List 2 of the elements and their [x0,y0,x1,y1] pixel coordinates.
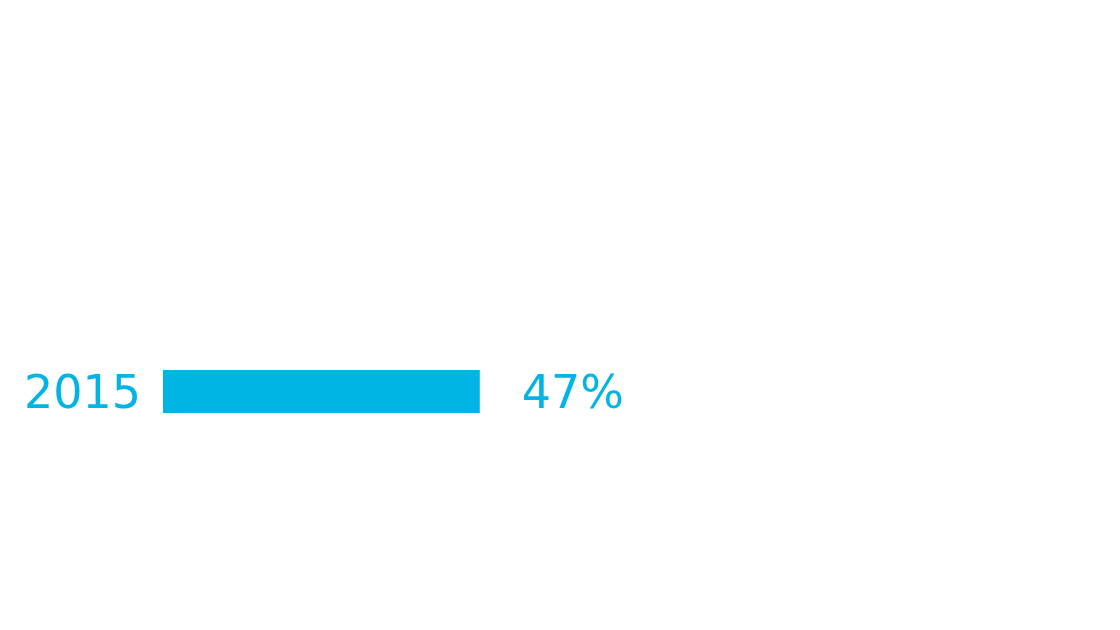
y-tick-label: 2015 [23,364,141,419]
data-label: 47% [521,364,625,419]
